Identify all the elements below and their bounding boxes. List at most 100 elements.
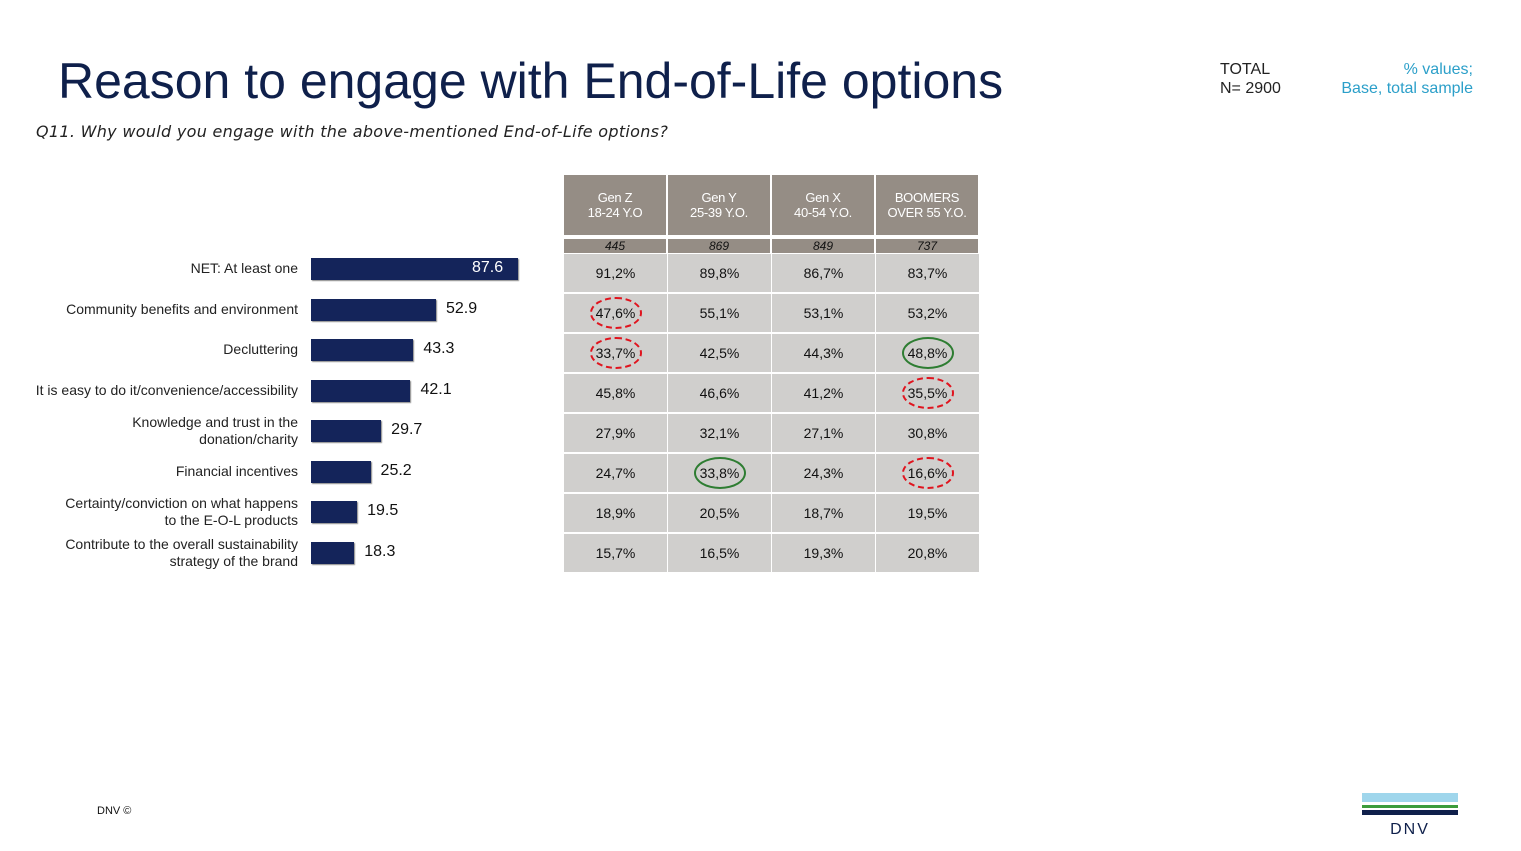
cell-value: 19,5% [907, 505, 948, 521]
data-label: 42.1 [420, 380, 452, 398]
values-note: % values; Base, total sample [1300, 60, 1473, 98]
table-cell: 46,6% [668, 374, 771, 412]
table-cell: 20,8% [876, 534, 979, 572]
header-line1: Gen Z [597, 190, 633, 205]
header-line1: Gen X [805, 190, 841, 205]
table-cell: 33,8% [668, 454, 771, 492]
page-title: Reason to engage with End-of-Life option… [58, 53, 1004, 109]
total-n: N= 2900 [1220, 80, 1281, 97]
question-text: Q11. Why would you engage with the above… [36, 122, 669, 141]
data-label: 25.2 [380, 461, 412, 479]
header-text: Gen Y 25-39 Y.O. [690, 190, 748, 220]
table-cell: 15,7% [564, 534, 667, 572]
category-label: Financial incentives [175, 462, 298, 479]
table-cell: 27,9% [564, 414, 667, 452]
cell-value: 46,6% [699, 385, 740, 401]
bar [311, 339, 414, 361]
data-label: 18.3 [364, 542, 396, 560]
note-line-1: % values; [1403, 61, 1473, 78]
category-label: Community benefits and environment [66, 300, 298, 317]
cell-value: 18,9% [595, 505, 636, 521]
cell-value: 89,8% [699, 265, 740, 281]
table-cell: 33,7% [564, 334, 667, 372]
category-label: Decluttering [223, 341, 298, 357]
table-cell: 86,7% [772, 254, 875, 292]
bar [311, 298, 436, 321]
cell-value: 27,9% [595, 425, 636, 441]
high-significance-circle [693, 457, 746, 489]
bar [311, 379, 411, 402]
total-sample: TOTAL N= 2900 [1220, 60, 1281, 98]
header-line2: 40-54 Y.O. [794, 205, 852, 220]
table-cell: 32,1% [668, 414, 771, 452]
table-cell: 55,1% [668, 294, 771, 332]
data-label: 87.6 [472, 259, 504, 276]
bar [311, 420, 382, 442]
bar [311, 258, 518, 280]
table-cell: 53,2% [876, 294, 979, 332]
table-cell: 16,6% [876, 454, 979, 492]
bar [311, 460, 371, 483]
table-cell: 89,8% [668, 254, 771, 292]
table-cell: 27,1% [772, 414, 875, 452]
category-label: It is easy to do it/convenience/accessib… [35, 381, 298, 398]
header-line2: 18-24 Y.O [587, 205, 643, 220]
column-header: BOOMERS OVER 55 Y.O. [876, 175, 978, 235]
header-text: BOOMERS OVER 55 Y.O. [887, 190, 966, 220]
table-cell: 44,3% [772, 334, 875, 372]
base-n: 849 [772, 239, 874, 253]
data-label: 29.7 [391, 421, 423, 438]
table-cell: 18,9% [564, 494, 667, 532]
cell-value: 20,5% [699, 505, 740, 521]
cell-value: 30,8% [907, 425, 948, 441]
cell-value: 44,3% [803, 345, 844, 361]
header-line2: 25-39 Y.O. [690, 205, 748, 220]
cell-value: 24,3% [803, 465, 844, 481]
data-label: 19.5 [367, 502, 399, 519]
table-cell: 16,5% [668, 534, 771, 572]
low-significance-circle [901, 457, 954, 489]
copyright: DNV © [97, 805, 132, 817]
cell-value: 53,1% [803, 305, 844, 321]
column-header: Gen X 40-54 Y.O. [772, 175, 874, 235]
cell-value: 20,8% [907, 545, 948, 561]
total-label: TOTAL [1220, 61, 1271, 78]
table-cell: 19,5% [876, 494, 979, 532]
cell-value: 86,7% [803, 265, 844, 281]
low-significance-circle [589, 297, 642, 329]
high-significance-circle [901, 337, 954, 369]
column-header: Gen Z 18-24 Y.O [564, 175, 666, 235]
cell-value: 42,5% [699, 345, 740, 361]
category-label: Knowledge and trust in the donation/char… [132, 414, 298, 447]
header-line1: Gen Y [701, 190, 737, 205]
category-label: Certainty/conviction on what happens to … [65, 495, 298, 528]
table-cell: 20,5% [668, 494, 771, 532]
bar [311, 541, 355, 564]
cell-value: 91,2% [595, 265, 636, 281]
table-cell: 24,7% [564, 454, 667, 492]
table-cell: 41,2% [772, 374, 875, 412]
category-label: Contribute to the overall sustainability… [65, 535, 298, 569]
header-line2: OVER 55 Y.O. [887, 205, 967, 220]
cell-value: 45,8% [595, 385, 636, 401]
table-cell: 91,2% [564, 254, 667, 292]
bar [311, 501, 358, 523]
header-text: Gen X 40-54 Y.O. [794, 190, 852, 220]
cell-value: 27,1% [803, 425, 844, 441]
cell-value: 24,7% [595, 465, 636, 481]
data-label: 52.9 [446, 299, 478, 317]
table-cell: 48,8% [876, 334, 979, 372]
cell-value: 16,5% [699, 545, 740, 561]
table-cell: 19,3% [772, 534, 875, 572]
cell-value: 83,7% [907, 265, 948, 281]
table-cell: 53,1% [772, 294, 875, 332]
cell-value: 19,3% [803, 545, 844, 561]
dnv-logo: DNV [1362, 793, 1458, 837]
base-n: 445 [564, 239, 666, 253]
base-n: 737 [876, 239, 978, 253]
table-cell: 83,7% [876, 254, 979, 292]
cell-value: 55,1% [699, 305, 740, 321]
table-cell: 18,7% [772, 494, 875, 532]
table-cell: 35,5% [876, 374, 979, 412]
cell-value: 41,2% [803, 385, 844, 401]
